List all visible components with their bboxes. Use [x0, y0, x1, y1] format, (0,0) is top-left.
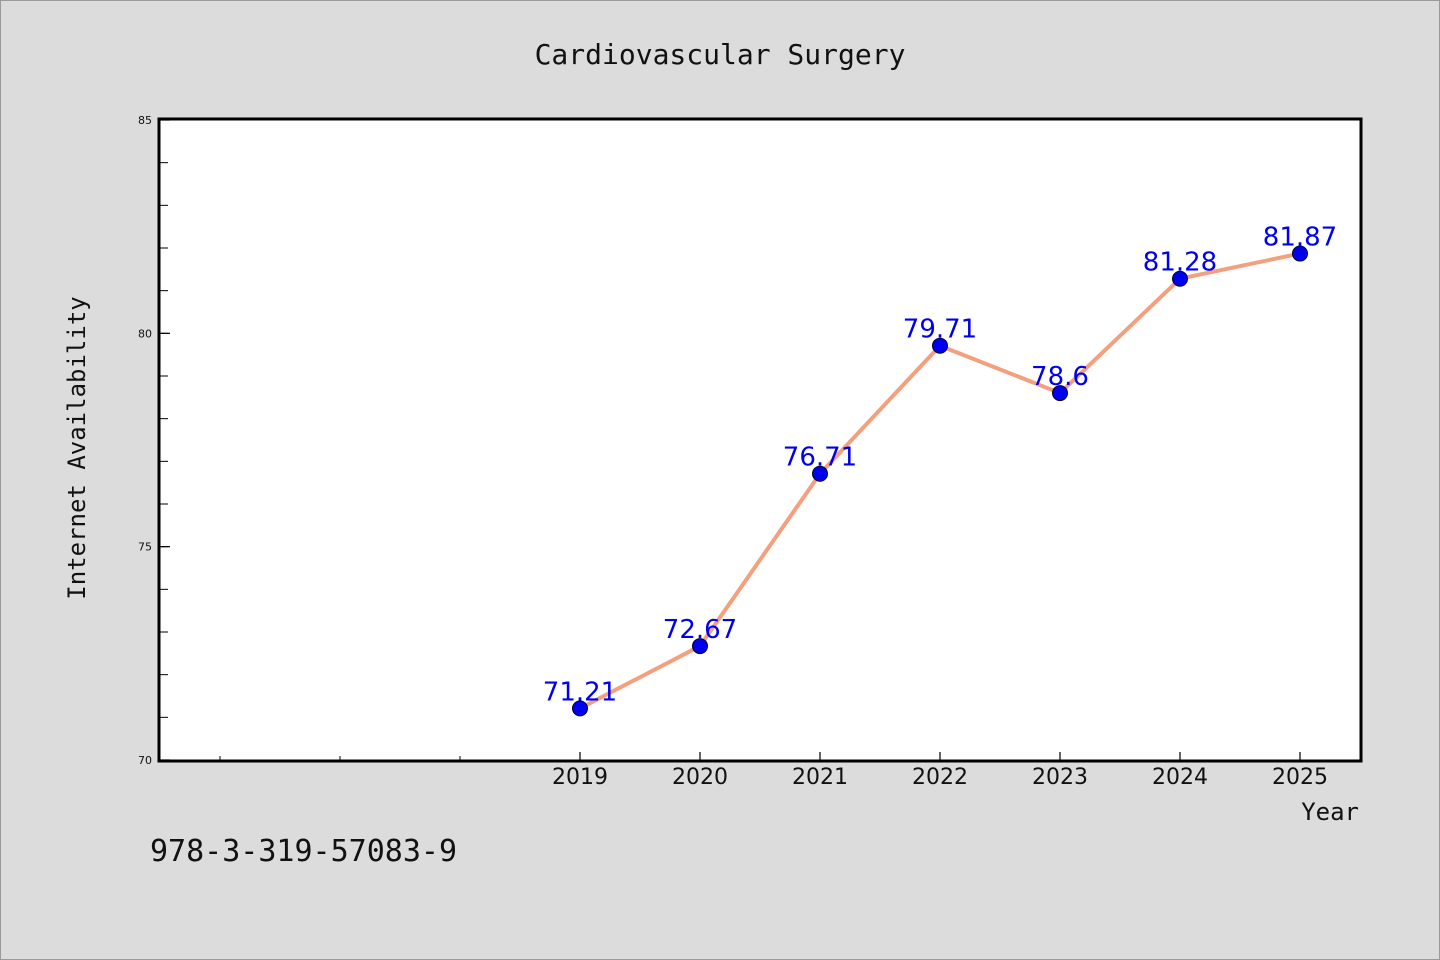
- x-tick-label: 2021: [792, 765, 848, 790]
- x-tick-label: 2024: [1152, 765, 1208, 790]
- x-tick-label: 2025: [1272, 765, 1328, 790]
- x-tick-label: 2023: [1032, 765, 1088, 790]
- data-point: [692, 638, 708, 655]
- y-tick-label: 85: [138, 114, 152, 127]
- data-point: [932, 337, 948, 354]
- data-point: [1172, 270, 1188, 287]
- x-tick-label: 2019: [552, 765, 608, 790]
- data-label: 81.87: [1263, 223, 1337, 253]
- footer-code: 978-3-319-57083-9: [150, 834, 458, 869]
- y-tick-label: 70: [138, 754, 152, 767]
- data-label: 76.71: [783, 443, 857, 473]
- data-label: 79.71: [903, 315, 977, 345]
- y-tick-label: 75: [138, 541, 152, 554]
- x-axis: 2019 2020 2021 2022 2023 2024 2025: [219, 752, 1328, 790]
- data-point: [812, 465, 828, 482]
- y-axis-label: Internet Availability: [63, 296, 91, 599]
- plot-area: [157, 117, 1363, 763]
- chart-title: Cardiovascular Surgery: [535, 38, 906, 71]
- series-group: [572, 245, 1308, 717]
- y-axis: 70 75 80 85: [138, 114, 170, 767]
- x-tick-label: 2020: [672, 765, 728, 790]
- data-point: [572, 700, 588, 717]
- x-tick-label: 2022: [912, 765, 968, 790]
- y-tick-label: 80: [138, 327, 152, 340]
- data-point: [1052, 385, 1068, 402]
- data-label: 72.67: [663, 615, 737, 645]
- data-labels: 71.21 72.67 76.71 79.71 78.6 81.28 81.87: [543, 223, 1337, 708]
- data-label: 81.28: [1143, 248, 1217, 278]
- data-label: 78.6: [1031, 362, 1089, 392]
- x-axis-label: Year: [1301, 798, 1359, 826]
- data-point: [1292, 245, 1308, 262]
- data-label: 71.21: [543, 677, 617, 707]
